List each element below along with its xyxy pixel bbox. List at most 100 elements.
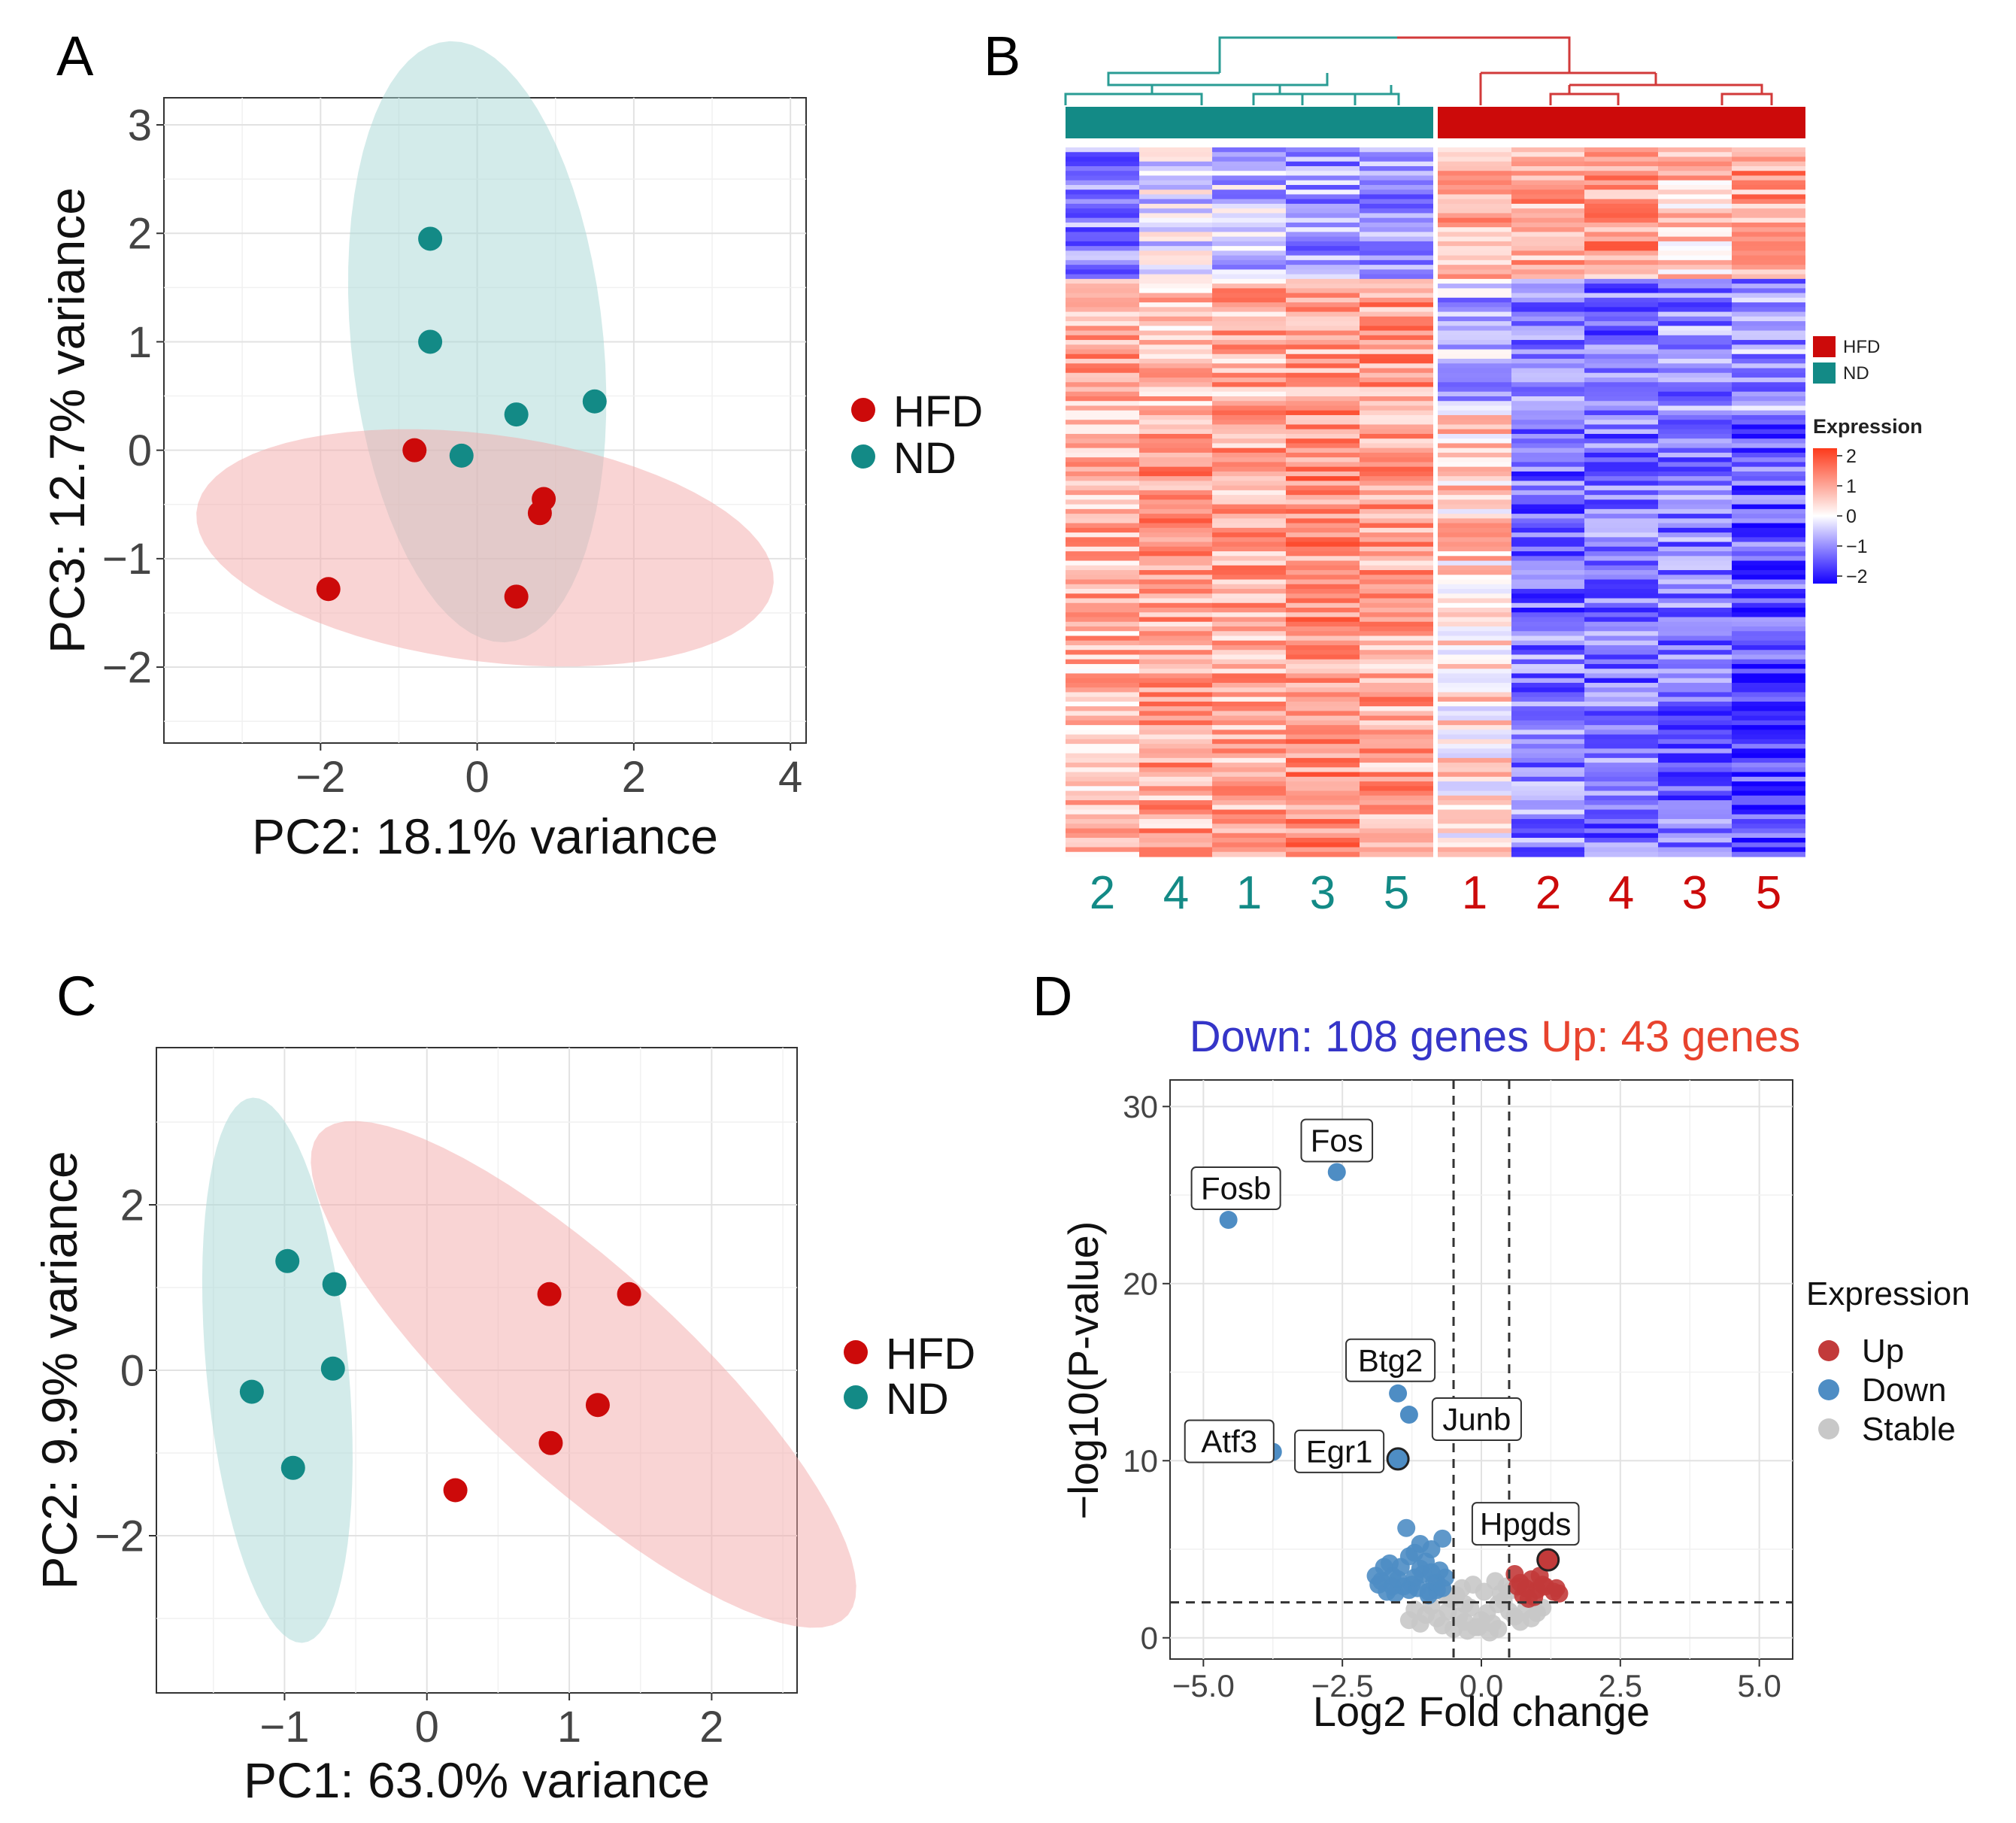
legend-hfd-label: HFD (1843, 337, 1880, 357)
heatmap-cell (1360, 391, 1433, 397)
heatmap-cell (1511, 669, 1585, 675)
heatmap-cell (1438, 715, 1511, 721)
heatmap-cell (1286, 621, 1360, 627)
heatmap-cell (1584, 165, 1658, 171)
heatmap-cell (1658, 330, 1732, 336)
heatmap-cell (1139, 213, 1213, 219)
heatmap-cell (1286, 284, 1360, 289)
heatmap-cell (1360, 763, 1433, 768)
heatmap-cell (1139, 772, 1213, 778)
heatmap-cell (1139, 663, 1213, 669)
heatmap-cell (1139, 396, 1213, 402)
heatmap-cell (1139, 194, 1213, 200)
heatmap-cell (1066, 241, 1139, 247)
heatmap-cell (1286, 842, 1360, 848)
heatmap-cell (1286, 401, 1360, 407)
heatmap-cell (1066, 335, 1139, 341)
heatmap-column-label: 2 (1535, 867, 1561, 919)
heatmap-cell (1732, 706, 1805, 712)
heatmap-cell (1212, 171, 1286, 177)
heatmap-cell (1732, 259, 1805, 265)
heatmap-cell (1732, 650, 1805, 656)
heatmap-cell (1139, 730, 1213, 736)
heatmap-cell (1139, 556, 1213, 562)
heatmap-cell (1732, 640, 1805, 646)
down-genes-count: Down: 108 genes (1190, 1012, 1529, 1061)
heatmap-cell (1511, 767, 1585, 773)
heatmap-cell (1139, 715, 1213, 721)
heatmap-cell (1584, 156, 1658, 162)
heatmap-cell (1584, 767, 1658, 773)
heatmap-cell (1511, 720, 1585, 726)
heatmap-cell (1139, 612, 1213, 618)
group-bar-hfd (1438, 107, 1805, 138)
heatmap-cell (1212, 462, 1286, 468)
heatmap-cell (1438, 420, 1511, 426)
heatmap-cell (1286, 809, 1360, 815)
heatmap-cell (1360, 471, 1433, 477)
heatmap-cell (1139, 828, 1213, 834)
heatmap-cell (1732, 452, 1805, 458)
heatmap-cell (1066, 213, 1139, 219)
d-x-tick-label: 5.0 (1737, 1668, 1781, 1703)
heatmap-cell (1658, 387, 1732, 393)
heatmap-cell (1732, 495, 1805, 500)
heatmap-cell (1584, 814, 1658, 820)
heatmap-cell (1066, 842, 1139, 848)
heatmap-cell (1066, 682, 1139, 688)
heatmap-cell (1139, 800, 1213, 805)
heatmap-cell (1212, 405, 1286, 411)
volcano-point-up (1508, 1577, 1527, 1596)
heatmap-cell (1584, 433, 1658, 439)
heatmap-cell (1066, 560, 1139, 566)
heatmap-cell (1360, 203, 1433, 209)
heatmap-cell (1658, 833, 1732, 839)
heatmap-cell (1066, 508, 1139, 514)
heatmap-cell (1511, 772, 1585, 778)
heatmap-cell (1584, 640, 1658, 646)
heatmap-cell (1286, 781, 1360, 787)
heatmap-cell (1360, 589, 1433, 594)
heatmap-cell (1732, 701, 1805, 707)
heatmap-cell (1438, 598, 1511, 604)
heatmap-cell (1139, 551, 1213, 557)
d-y-tick-label: 0 (1141, 1620, 1158, 1655)
heatmap-cell (1139, 443, 1213, 449)
heatmap-cell (1139, 326, 1213, 332)
heatmap-cell (1438, 514, 1511, 519)
heatmap-cell (1732, 353, 1805, 359)
heatmap-cell (1732, 584, 1805, 590)
heatmap-cell (1658, 772, 1732, 778)
heatmap-cell (1732, 645, 1805, 651)
heatmap-cell (1658, 227, 1732, 233)
a-y-tick-label: −1 (102, 535, 152, 584)
heatmap-cell (1139, 293, 1213, 299)
heatmap-cell (1066, 490, 1139, 496)
heatmap-cell (1066, 598, 1139, 604)
heatmap-cell (1658, 293, 1732, 299)
heatmap-cell (1066, 805, 1139, 811)
heatmap-cell (1360, 556, 1433, 562)
heatmap-cell (1212, 466, 1286, 472)
heatmap-cell (1066, 781, 1139, 787)
a-y-tick-label: 2 (128, 210, 152, 259)
heatmap-cell (1438, 753, 1511, 759)
heatmap-cell (1584, 203, 1658, 209)
heatmap-cell (1732, 194, 1805, 200)
heatmap-cell (1286, 495, 1360, 500)
heatmap-cell (1139, 335, 1213, 341)
heatmap-cell (1066, 687, 1139, 693)
heatmap-cell (1286, 161, 1360, 167)
heatmap-cell (1212, 570, 1286, 575)
heatmap-cell (1139, 499, 1213, 505)
heatmap-cell (1584, 790, 1658, 796)
title-spacer (1529, 1012, 1541, 1061)
heatmap-cell (1066, 274, 1139, 280)
heatmap-cell (1584, 579, 1658, 585)
heatmap-cell (1212, 265, 1286, 270)
gene-label-junb: Junb (1442, 1402, 1511, 1437)
heatmap-cell (1066, 278, 1139, 284)
heatmap-cell (1438, 673, 1511, 679)
heatmap-cell (1438, 842, 1511, 848)
heatmap-cell (1438, 246, 1511, 251)
